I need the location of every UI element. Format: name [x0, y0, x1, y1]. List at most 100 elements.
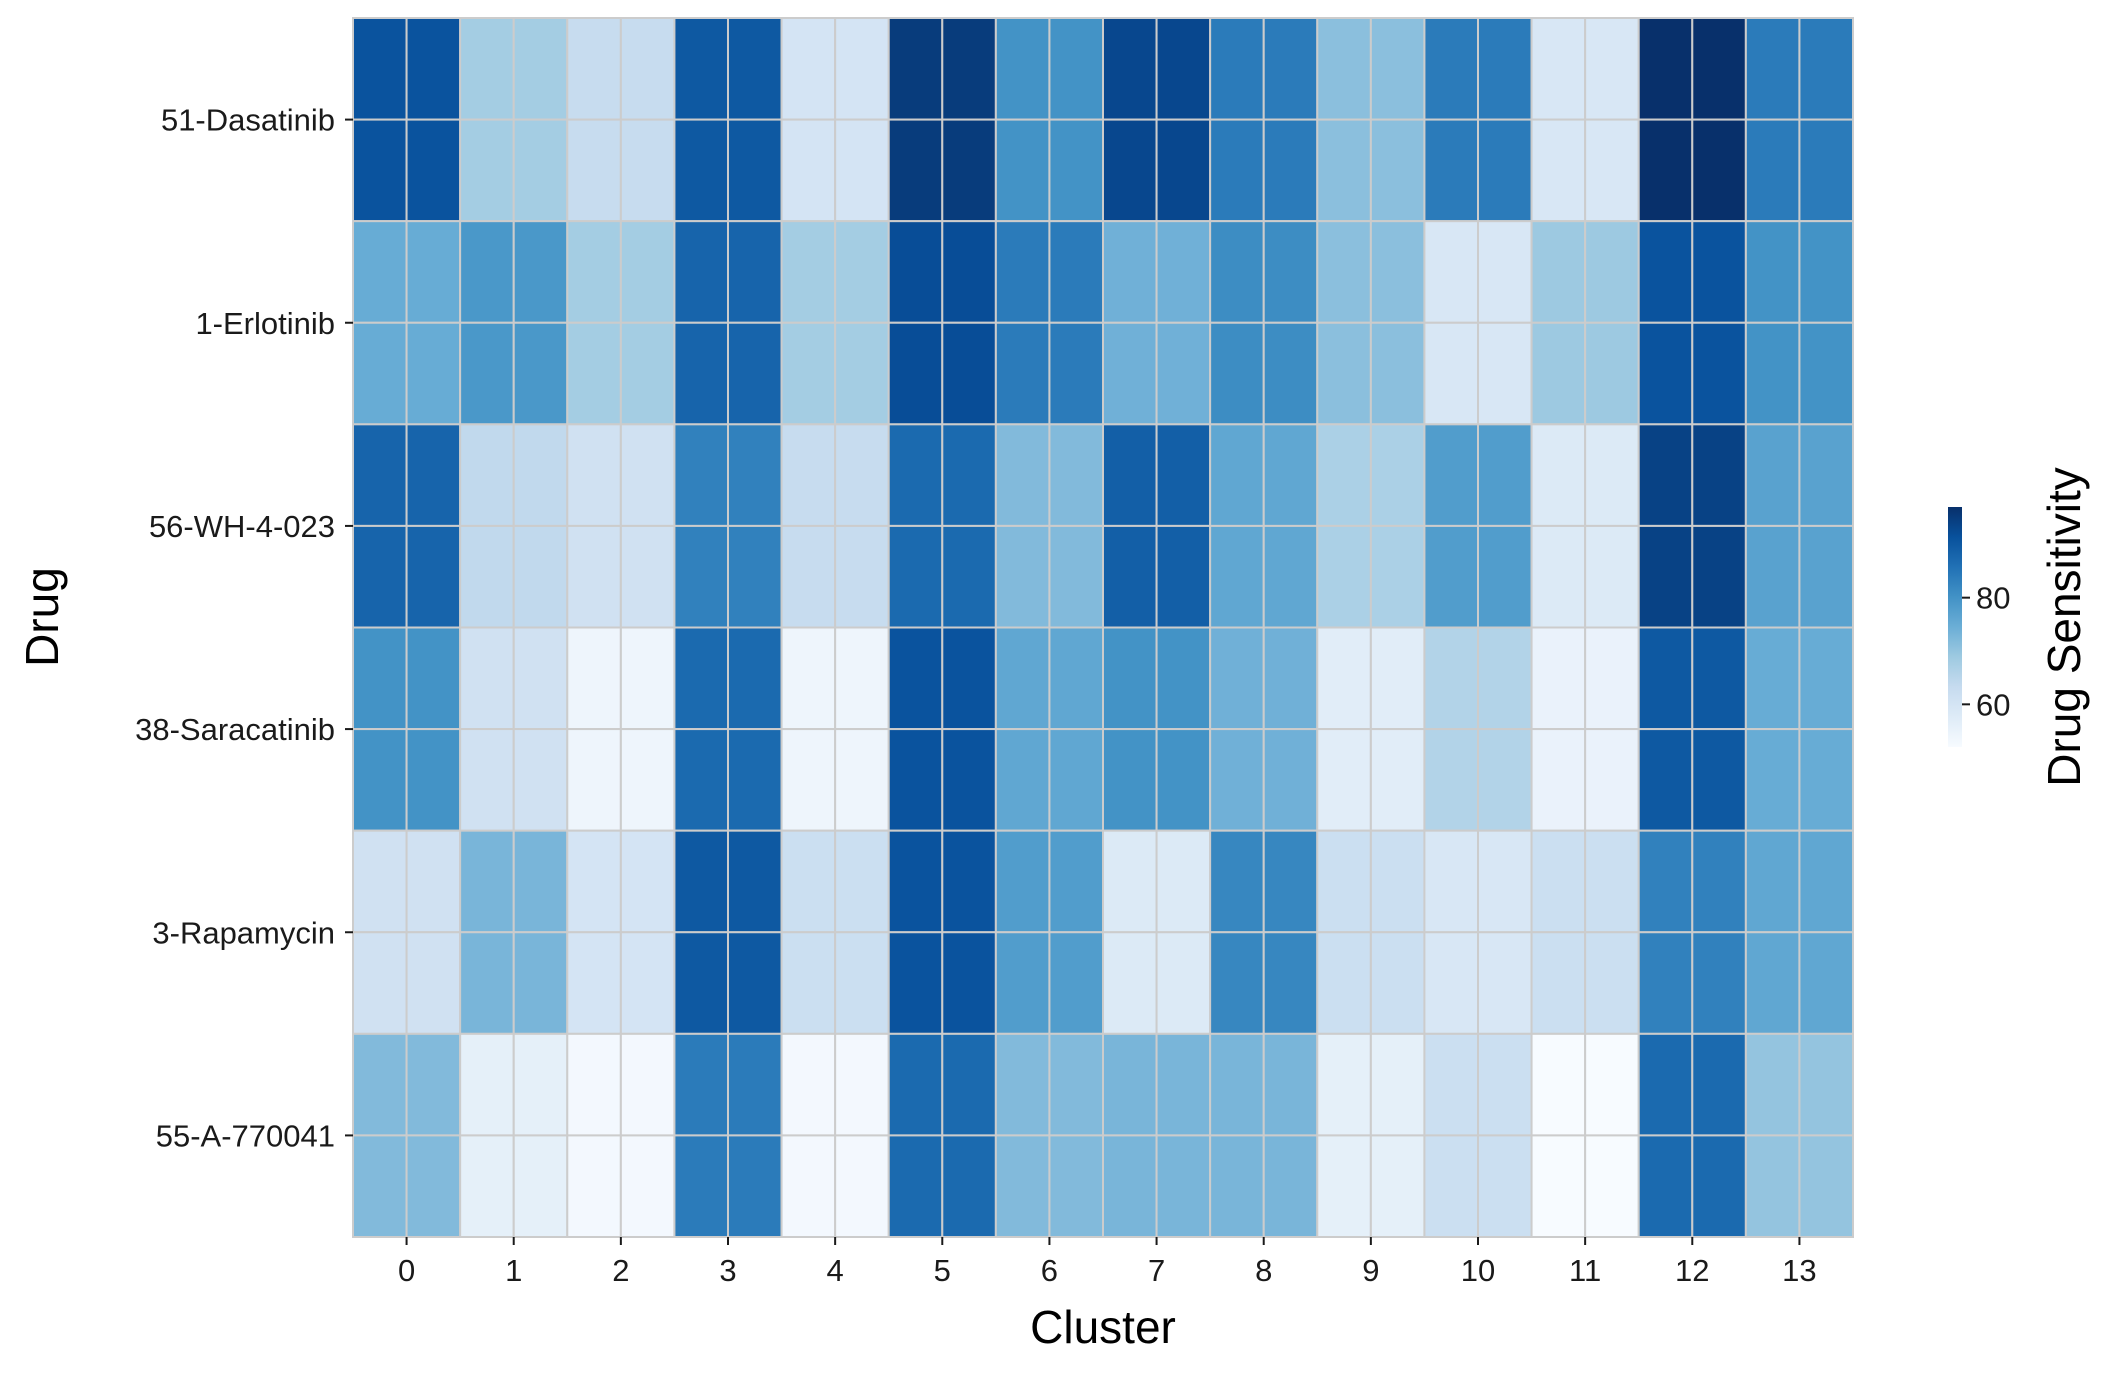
heatmap-subcell — [566, 1134, 622, 1238]
heatmap-subcell — [1102, 1134, 1158, 1238]
heatmap-subcell — [459, 931, 515, 1035]
heatmap-subcell — [727, 1032, 783, 1137]
heatmap-subcell — [1209, 626, 1265, 731]
heatmap-subcell — [941, 220, 997, 324]
x-tick-label: 5 — [934, 1253, 951, 1288]
heatmap-cells — [352, 17, 1855, 1238]
heatmap-subcell — [1744, 728, 1801, 832]
heatmap-subcell — [1691, 321, 1747, 426]
heatmap-subcell — [994, 626, 1051, 731]
heatmap-subcell — [1262, 1032, 1319, 1137]
heatmap-subcell — [941, 423, 997, 527]
heatmap-subcell — [1262, 1134, 1319, 1238]
heatmap-subcell — [1102, 829, 1158, 934]
heatmap-subcell — [1048, 1032, 1105, 1137]
heatmap-cell — [1102, 626, 1212, 832]
heatmap-cell — [1316, 626, 1426, 832]
heatmap-subcell — [1423, 931, 1480, 1035]
heatmap-subcell — [1155, 17, 1212, 121]
heatmap-subcell — [1209, 829, 1265, 934]
heatmap-subcell — [1477, 1134, 1533, 1238]
heatmap-subcell — [834, 524, 890, 629]
heatmap-subcell — [1423, 1134, 1480, 1238]
heatmap-subcell — [1798, 118, 1855, 223]
heatmap-subcell — [1477, 728, 1533, 832]
heatmap-subcell — [619, 321, 676, 426]
heatmap-cell — [1209, 220, 1319, 426]
heatmap-subcell — [512, 1134, 569, 1238]
heatmap-subcell — [459, 17, 515, 121]
heatmap-subcell — [834, 829, 890, 934]
heatmap-subcell — [619, 1134, 676, 1238]
heatmap-cell — [1637, 17, 1747, 223]
heatmap-cell — [1423, 423, 1533, 629]
heatmap-subcell — [1691, 1032, 1747, 1137]
heatmap-subcell — [512, 931, 569, 1035]
x-tick-label: 13 — [1782, 1253, 1816, 1288]
y-tick-label: 1-Erlotinib — [195, 306, 335, 341]
heatmap-cell — [1423, 626, 1533, 832]
heatmap-subcell — [1048, 220, 1105, 324]
heatmap-subcell — [1262, 118, 1319, 223]
heatmap-subcell — [1048, 423, 1105, 527]
heatmap-subcell — [1048, 626, 1105, 731]
heatmap-cell — [1102, 220, 1212, 426]
heatmap-subcell — [405, 1134, 462, 1238]
heatmap-subcell — [352, 829, 408, 934]
heatmap-subcell — [780, 728, 837, 832]
heatmap-subcell — [1423, 1032, 1480, 1137]
heatmap-subcell — [352, 220, 408, 324]
heatmap-cell — [1423, 220, 1533, 426]
heatmap-subcell — [1102, 321, 1158, 426]
heatmap-subcell — [834, 220, 890, 324]
x-tick-label: 3 — [719, 1253, 736, 1288]
heatmap-cell — [1744, 829, 1855, 1035]
heatmap-cell — [887, 626, 997, 832]
heatmap-subcell — [1155, 1134, 1212, 1238]
heatmap-subcell — [566, 931, 622, 1035]
heatmap-cell — [459, 829, 569, 1035]
heatmap-subcell — [994, 829, 1051, 934]
heatmap-cell — [1316, 220, 1426, 426]
heatmap-subcell — [1744, 524, 1801, 629]
heatmap-subcell — [887, 829, 944, 934]
heatmap-subcell — [1637, 626, 1694, 731]
heatmap-cell — [352, 17, 462, 223]
heatmap-cell — [1530, 829, 1640, 1035]
heatmap-subcell — [1316, 829, 1372, 934]
heatmap-subcell — [727, 728, 783, 832]
heatmap-subcell — [1423, 829, 1480, 934]
heatmap-subcell — [566, 829, 622, 934]
heatmap-subcell — [619, 1032, 676, 1137]
heatmap-subcell — [1744, 626, 1801, 731]
heatmap-subcell — [1048, 321, 1105, 426]
heatmap-subcell — [673, 626, 730, 731]
heatmap-subcell — [1155, 524, 1212, 629]
heatmap-subcell — [1262, 626, 1319, 731]
heatmap-cell — [1530, 423, 1640, 629]
heatmap-subcell — [512, 17, 569, 121]
heatmap-subcell — [352, 423, 408, 527]
heatmap-subcell — [1209, 321, 1265, 426]
heatmap-cell — [780, 17, 890, 223]
heatmap-subcell — [780, 829, 837, 934]
heatmap-subcell — [1209, 1032, 1265, 1137]
heatmap-subcell — [1048, 931, 1105, 1035]
heatmap-subcell — [1262, 524, 1319, 629]
heatmap-cell — [566, 220, 676, 426]
heatmap-subcell — [1798, 220, 1855, 324]
heatmap-subcell — [1477, 1032, 1533, 1137]
heatmap-subcell — [566, 321, 622, 426]
heatmap-subcell — [1637, 423, 1694, 527]
heatmap-subcell — [1637, 220, 1694, 324]
heatmap-cell — [1102, 17, 1212, 223]
y-tick-label: 56-WH-4-023 — [149, 509, 335, 544]
heatmap-subcell — [619, 17, 676, 121]
heatmap-subcell — [941, 1134, 997, 1238]
heatmap-subcell — [1316, 220, 1372, 324]
y-tick-label: 51-Dasatinib — [161, 103, 335, 138]
heatmap-subcell — [673, 321, 730, 426]
heatmap-subcell — [1530, 423, 1587, 527]
heatmap-subcell — [727, 931, 783, 1035]
